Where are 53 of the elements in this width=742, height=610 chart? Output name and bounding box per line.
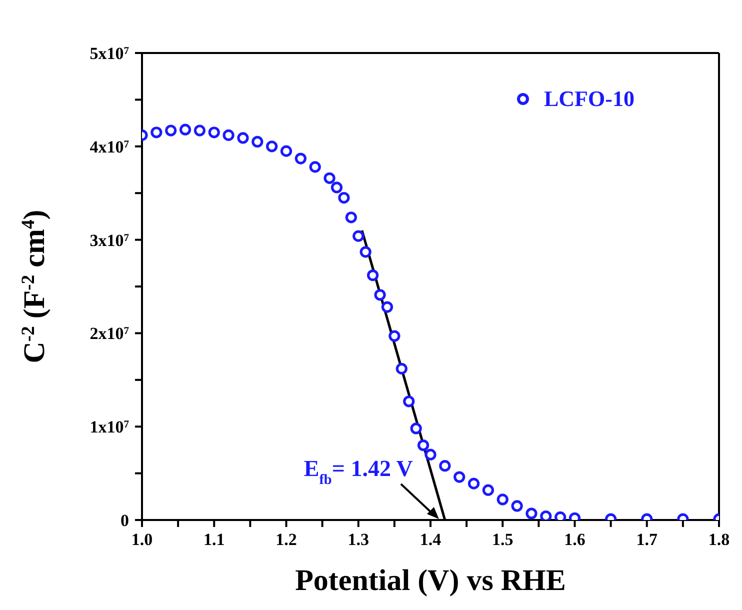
y-tick-label: 5x10$^{7}$	[90, 44, 130, 63]
point	[417, 439, 430, 452]
point	[454, 471, 466, 483]
point	[330, 182, 343, 194]
point	[374, 289, 386, 301]
x-tick-label: 1.6	[564, 530, 586, 549]
point	[403, 396, 415, 408]
x-tick-label: 1.8	[708, 530, 730, 549]
x-axis-title: Potential (V) vs RHE	[295, 564, 566, 597]
point	[294, 152, 306, 164]
point	[468, 478, 480, 490]
point	[540, 510, 552, 520]
point	[439, 460, 451, 472]
point	[496, 494, 508, 506]
point	[345, 212, 357, 224]
point	[396, 362, 408, 374]
y-tick-label: 4x10$^{7}$	[90, 137, 130, 156]
point	[526, 508, 538, 520]
x-tick-label: 1.0	[131, 530, 153, 549]
point	[266, 140, 278, 152]
point	[222, 129, 234, 141]
point	[511, 500, 523, 512]
point	[388, 330, 400, 342]
point	[280, 145, 292, 157]
x-tick-label: 1.3	[348, 530, 369, 549]
point	[150, 126, 162, 138]
point	[324, 172, 336, 184]
annotation: E$_{fb}$= 1.42 V	[304, 456, 414, 488]
point	[165, 124, 177, 136]
y-tick-label: 3x10$^{7}$	[90, 230, 130, 250]
point	[338, 192, 350, 204]
point	[360, 246, 372, 258]
point	[252, 136, 264, 148]
point	[410, 422, 422, 434]
point	[179, 124, 192, 136]
y-tick-label: 0	[120, 511, 129, 530]
legend-label: LCFO-10	[544, 86, 634, 112]
point	[381, 301, 394, 313]
point	[366, 269, 379, 282]
point	[309, 161, 321, 173]
point	[482, 484, 494, 496]
point	[352, 230, 364, 242]
y-tick-label: 2x10$^{7}$	[90, 324, 130, 344]
point	[424, 448, 436, 460]
x-tick-label: 1.2	[276, 530, 297, 549]
point	[194, 124, 206, 136]
point	[208, 126, 220, 138]
x-tick-label: 1.4	[420, 530, 442, 549]
y-tick-label: 1x10$^{7}$	[90, 418, 130, 437]
x-tick-label: 1.1	[204, 530, 225, 549]
x-tick-label: 1.5	[492, 530, 514, 549]
x-tick-label: 1.7	[636, 530, 658, 549]
point	[237, 132, 249, 144]
